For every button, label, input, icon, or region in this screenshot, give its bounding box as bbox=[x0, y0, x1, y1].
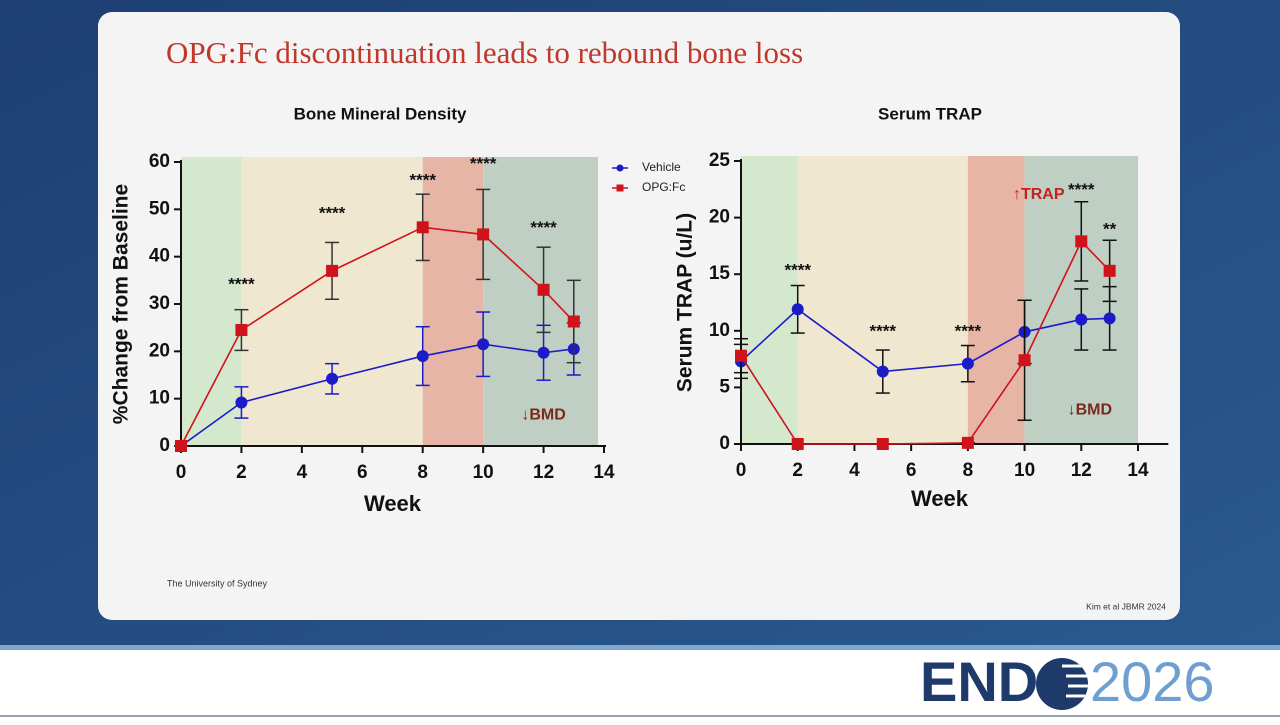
phase-region bbox=[967, 156, 1025, 444]
y-tick-label: 60 bbox=[149, 151, 170, 172]
x-tick-label: 14 bbox=[593, 462, 615, 483]
legend-marker bbox=[616, 164, 624, 172]
annotation: **** bbox=[1068, 180, 1095, 199]
annotation: **** bbox=[319, 204, 346, 223]
y-tick-label: 5 bbox=[719, 376, 730, 397]
phase-region bbox=[797, 156, 968, 444]
marker bbox=[791, 438, 804, 450]
marker bbox=[477, 228, 490, 241]
annotation: ↓BMD bbox=[521, 406, 565, 423]
x-tick-label: 10 bbox=[473, 462, 494, 483]
marker bbox=[416, 221, 429, 234]
marker bbox=[735, 349, 747, 362]
annotation: **** bbox=[955, 321, 982, 340]
marker bbox=[567, 315, 580, 328]
x-axis-title: Week bbox=[911, 486, 969, 511]
y-tick-label: 25 bbox=[709, 150, 731, 171]
x-tick-label: 0 bbox=[176, 462, 187, 483]
chart-title: Serum TRAP bbox=[878, 104, 982, 123]
x-tick-label: 8 bbox=[963, 460, 974, 481]
logo-left: END bbox=[920, 650, 1038, 713]
marker bbox=[175, 440, 187, 452]
marker bbox=[876, 365, 889, 378]
citation: Kim et al JBMR 2024 bbox=[1086, 601, 1166, 611]
institution: The University of Sydney bbox=[167, 578, 268, 588]
phase-region bbox=[181, 157, 242, 446]
logo-globe bbox=[1036, 658, 1088, 710]
marker bbox=[477, 338, 490, 351]
annotation: ** bbox=[1103, 220, 1117, 239]
chart: Serum TRAP 0 5 10 15 20 25 0 2 4 6 8 10 12 14 Week Serum… bbox=[674, 104, 1169, 511]
marker bbox=[961, 357, 974, 370]
y-tick-label: 0 bbox=[719, 433, 730, 454]
annotation: **** bbox=[409, 170, 436, 189]
y-tick-label: 50 bbox=[149, 198, 170, 219]
y-tick-label: 40 bbox=[149, 246, 170, 267]
legend-label: Vehicle bbox=[642, 160, 681, 174]
x-tick-label: 2 bbox=[792, 460, 803, 481]
phase-region bbox=[241, 157, 423, 446]
x-axis-title: Week bbox=[364, 491, 422, 516]
marker bbox=[1103, 264, 1116, 277]
marker bbox=[235, 324, 248, 337]
y-tick-label: 0 bbox=[159, 435, 170, 456]
y-tick-label: 15 bbox=[709, 263, 731, 284]
annotation: **** bbox=[228, 275, 255, 294]
x-tick-label: 2 bbox=[236, 462, 247, 483]
chart-title: Bone Mineral Density bbox=[294, 104, 467, 123]
x-tick-label: 6 bbox=[906, 460, 917, 481]
marker bbox=[1075, 313, 1088, 326]
marker bbox=[326, 264, 339, 277]
chart: Bone Mineral Density 0 10 20 30 40 50 60 0 2 4 6 8 10… bbox=[110, 104, 686, 515]
footer-band bbox=[0, 650, 1280, 720]
marker bbox=[326, 372, 339, 385]
marker bbox=[876, 438, 889, 450]
x-tick-label: 12 bbox=[1071, 460, 1092, 481]
annotation: ↓BMD bbox=[1068, 401, 1112, 418]
x-tick-label: 0 bbox=[736, 460, 747, 481]
y-tick-label: 10 bbox=[709, 320, 730, 341]
marker bbox=[1103, 312, 1116, 325]
annotation: **** bbox=[470, 154, 497, 173]
annotation: **** bbox=[870, 321, 897, 340]
annotation: **** bbox=[530, 218, 557, 237]
y-tick-label: 20 bbox=[709, 207, 730, 228]
marker bbox=[537, 346, 550, 359]
y-axis-title: Serum TRAP (u/L) bbox=[674, 213, 697, 392]
marker bbox=[961, 436, 974, 449]
phase-region bbox=[483, 157, 598, 446]
annotation: **** bbox=[784, 260, 811, 279]
x-tick-label: 4 bbox=[849, 460, 860, 481]
marker bbox=[1018, 354, 1031, 367]
x-tick-label: 10 bbox=[1014, 460, 1035, 481]
x-tick-label: 14 bbox=[1127, 460, 1149, 481]
y-axis-title: %Change from Baseline bbox=[110, 184, 133, 424]
y-tick-label: 20 bbox=[149, 340, 170, 361]
phase-region bbox=[741, 156, 798, 444]
y-tick-label: 30 bbox=[149, 293, 170, 314]
marker bbox=[1075, 235, 1088, 248]
x-tick-label: 8 bbox=[417, 462, 428, 483]
x-tick-label: 6 bbox=[357, 462, 368, 483]
marker bbox=[235, 396, 248, 409]
logo-right: 2026 bbox=[1090, 650, 1215, 713]
x-tick-label: 12 bbox=[533, 462, 554, 483]
marker bbox=[416, 350, 429, 363]
y-tick-label: 10 bbox=[149, 388, 170, 409]
marker bbox=[537, 283, 550, 296]
annotation: ↑TRAP bbox=[1013, 186, 1065, 203]
legend-label: OPG:Fc bbox=[642, 180, 685, 194]
x-tick-label: 4 bbox=[297, 462, 308, 483]
accent-band bbox=[0, 645, 1280, 650]
marker bbox=[791, 303, 804, 316]
phase-region bbox=[422, 157, 484, 446]
slide-title: OPG:Fc discontinuation leads to rebound … bbox=[166, 35, 803, 70]
legend-marker bbox=[616, 184, 624, 192]
